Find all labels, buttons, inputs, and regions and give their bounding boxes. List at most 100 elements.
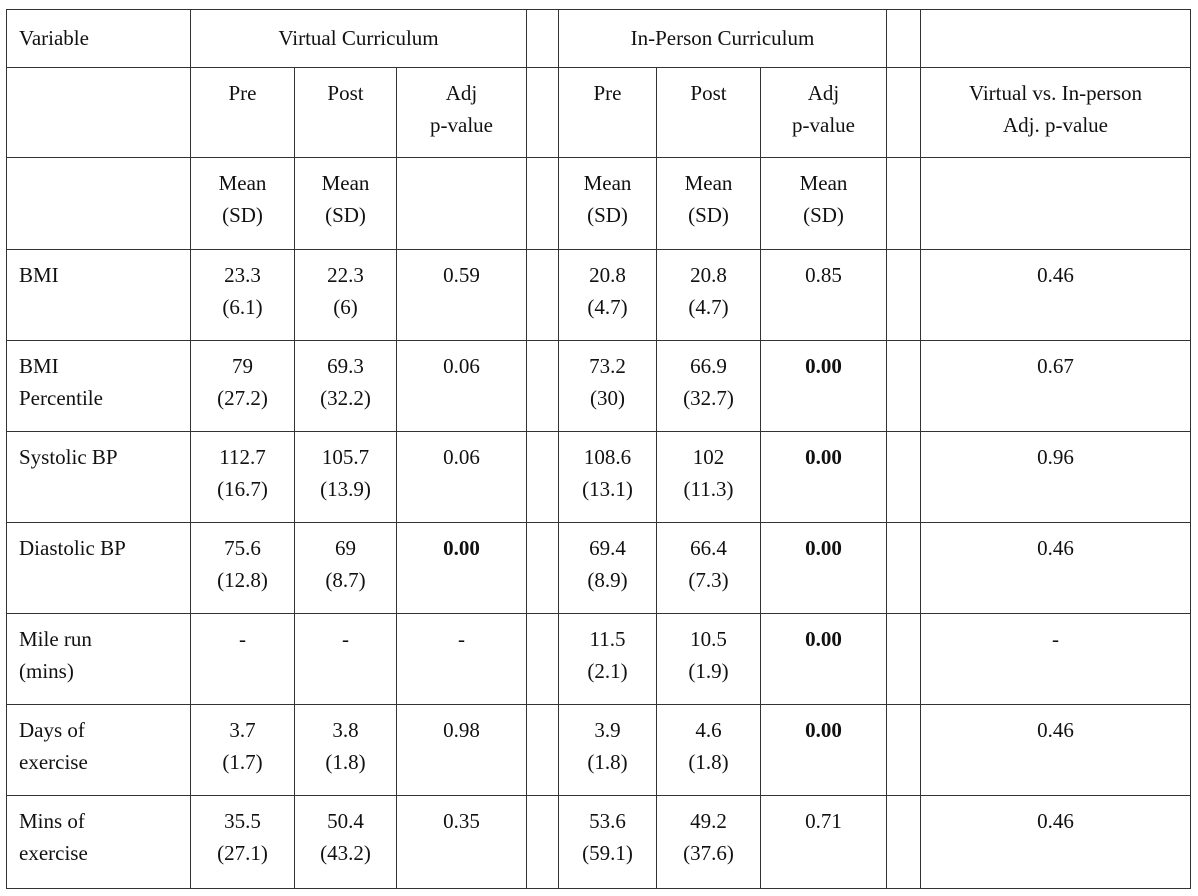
virtual-adj-pvalue: -: [396, 613, 527, 705]
inperson-post-value: 49.2 (37.6): [656, 795, 761, 889]
gap-cell: [526, 522, 559, 614]
gap-cell: [886, 522, 921, 614]
inperson-post-value: 20.8 (4.7): [656, 249, 761, 341]
gap-cell: [526, 431, 559, 523]
comparison-pvalue: -: [920, 613, 1191, 705]
virtual-adj-pvalue: 0.59: [396, 249, 527, 341]
comparison-pvalue: 0.46: [920, 249, 1191, 341]
inperson-adj-pvalue: 0.00: [760, 522, 887, 614]
inperson-post-value: 4.6 (1.8): [656, 704, 761, 796]
inperson-adj-pvalue: 0.71: [760, 795, 887, 889]
header-inperson-curriculum: In-Person Curriculum: [558, 9, 887, 68]
virtual-adj-pvalue: 0.06: [396, 431, 527, 523]
comparison-pvalue: 0.67: [920, 340, 1191, 432]
header-row-stats: Mean (SD) Mean (SD) Mean (SD) Mean (SD) Mean…: [6, 157, 1191, 250]
row-variable: Mile run (mins): [6, 613, 191, 705]
virtual-pre-value: 79 (27.2): [190, 340, 295, 432]
virtual-post-value: 50.4 (43.2): [294, 795, 397, 889]
table-row: Days of exercise 3.7 (1.7) 3.8 (1.8) 0.98 3…: [6, 704, 1191, 796]
table-row: BMI Percentile 79 (27.2) 69.3 (32.2) 0.06 7…: [6, 340, 1191, 432]
comparison-pvalue: 0.46: [920, 795, 1191, 889]
virtual-pre-value: 75.6 (12.8): [190, 522, 295, 614]
header-inperson-pre-stat: Mean (SD): [558, 157, 657, 250]
gap-cell: [526, 67, 559, 158]
header-inperson-pre: Pre: [558, 67, 657, 158]
virtual-pre-value: -: [190, 613, 295, 705]
inperson-adj-pvalue: 0.00: [760, 613, 887, 705]
inperson-pre-value: 3.9 (1.8): [558, 704, 657, 796]
header-empty: [6, 157, 191, 250]
table-row: Mile run (mins) - - - 11.5 (2.1) 10.5 (1.9)…: [6, 613, 1191, 705]
gap-cell: [886, 340, 921, 432]
header-virtual-adj: Adj p-value: [396, 67, 527, 158]
gap-cell: [886, 795, 921, 889]
header-virtual-post-stat: Mean (SD): [294, 157, 397, 250]
header-virtual-pre-stat: Mean (SD): [190, 157, 295, 250]
header-empty: [6, 67, 191, 158]
header-comparison: Virtual vs. In-person Adj. p-value: [920, 67, 1191, 158]
gap-cell: [886, 704, 921, 796]
inperson-pre-value: 20.8 (4.7): [558, 249, 657, 341]
gap-cell: [526, 157, 559, 250]
comparison-pvalue: 0.46: [920, 522, 1191, 614]
results-table: Variable Virtual Curriculum In-Person Cu…: [6, 9, 1191, 889]
gap-cell: [886, 613, 921, 705]
virtual-adj-pvalue: 0.35: [396, 795, 527, 889]
header-variable: Variable: [6, 9, 191, 68]
inperson-adj-pvalue: 0.00: [760, 704, 887, 796]
virtual-post-value: -: [294, 613, 397, 705]
virtual-pre-value: 112.7 (16.7): [190, 431, 295, 523]
virtual-pre-value: 3.7 (1.7): [190, 704, 295, 796]
gap-cell: [886, 249, 921, 341]
inperson-adj-pvalue: 0.85: [760, 249, 887, 341]
inperson-post-value: 66.9 (32.7): [656, 340, 761, 432]
gap-cell: [886, 157, 921, 250]
header-empty: [396, 157, 527, 250]
table-row: Diastolic BP 75.6 (12.8) 69 (8.7) 0.00 69.…: [6, 522, 1191, 614]
row-variable: BMI: [6, 249, 191, 341]
header-inperson-adj-stat: Mean (SD): [760, 157, 887, 250]
header-inperson-adj: Adj p-value: [760, 67, 887, 158]
virtual-pre-value: 35.5 (27.1): [190, 795, 295, 889]
virtual-post-value: 69 (8.7): [294, 522, 397, 614]
header-row-groups: Variable Virtual Curriculum In-Person Cu…: [6, 9, 1191, 68]
virtual-pre-value: 23.3 (6.1): [190, 249, 295, 341]
gap-cell: [526, 9, 559, 68]
comparison-pvalue: 0.96: [920, 431, 1191, 523]
row-variable: Days of exercise: [6, 704, 191, 796]
header-inperson-post-stat: Mean (SD): [656, 157, 761, 250]
virtual-adj-pvalue: 0.06: [396, 340, 527, 432]
inperson-pre-value: 73.2 (30): [558, 340, 657, 432]
gap-cell: [526, 795, 559, 889]
inperson-pre-value: 69.4 (8.9): [558, 522, 657, 614]
header-empty: [920, 157, 1191, 250]
gap-cell: [886, 431, 921, 523]
inperson-post-value: 10.5 (1.9): [656, 613, 761, 705]
virtual-adj-pvalue: 0.00: [396, 522, 527, 614]
gap-cell: [526, 340, 559, 432]
header-empty: [920, 9, 1191, 68]
gap-cell: [526, 249, 559, 341]
header-row-columns: Pre Post Adj p-value Pre Post Adj p-value …: [6, 67, 1191, 158]
virtual-post-value: 3.8 (1.8): [294, 704, 397, 796]
row-variable: Mins of exercise: [6, 795, 191, 889]
row-variable: BMI Percentile: [6, 340, 191, 432]
gap-cell: [886, 67, 921, 158]
virtual-adj-pvalue: 0.98: [396, 704, 527, 796]
virtual-post-value: 69.3 (32.2): [294, 340, 397, 432]
header-virtual-curriculum: Virtual Curriculum: [190, 9, 527, 68]
inperson-pre-value: 108.6 (13.1): [558, 431, 657, 523]
header-virtual-pre: Pre: [190, 67, 295, 158]
comparison-pvalue: 0.46: [920, 704, 1191, 796]
gap-cell: [526, 613, 559, 705]
inperson-post-value: 66.4 (7.3): [656, 522, 761, 614]
row-variable: Systolic BP: [6, 431, 191, 523]
inperson-pre-value: 11.5 (2.1): [558, 613, 657, 705]
inperson-adj-pvalue: 0.00: [760, 340, 887, 432]
header-virtual-post: Post: [294, 67, 397, 158]
header-inperson-post: Post: [656, 67, 761, 158]
gap-cell: [526, 704, 559, 796]
row-variable: Diastolic BP: [6, 522, 191, 614]
table-row: Mins of exercise 35.5 (27.1) 50.4 (43.2) 0.…: [6, 795, 1191, 889]
inperson-adj-pvalue: 0.00: [760, 431, 887, 523]
